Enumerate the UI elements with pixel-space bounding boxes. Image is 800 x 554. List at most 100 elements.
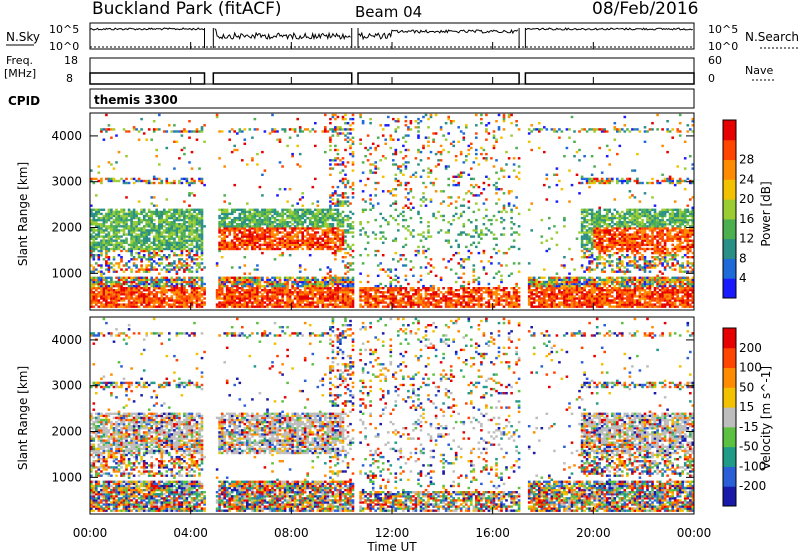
heatmap-cell (97, 301, 101, 304)
heatmap-cell (369, 295, 372, 298)
heatmap-cell (467, 148, 471, 152)
heatmap-cell (165, 282, 169, 286)
heatmap-cell (168, 289, 171, 292)
heatmap-cell (180, 218, 184, 222)
heatmap-cell (329, 214, 332, 218)
heatmap-cell (165, 146, 169, 150)
heatmap-cell (125, 181, 128, 185)
heatmap-cell (475, 194, 478, 197)
heatmap-cell (505, 163, 508, 166)
heatmap-cell (170, 225, 174, 228)
heatmap-cell (341, 241, 345, 244)
heatmap-cell (168, 270, 171, 273)
heatmap-cell (168, 297, 171, 300)
heatmap-cell (502, 218, 506, 222)
heatmap-cell (230, 208, 234, 211)
heatmap-cell (198, 293, 201, 296)
heatmap-cell (107, 276, 111, 279)
heatmap-cell (298, 278, 302, 282)
heatmap-cell (301, 231, 304, 234)
heatmap-cell (175, 291, 179, 294)
heatmap-cell (457, 245, 460, 249)
heatmap-cell (336, 278, 340, 282)
heatmap-cell (361, 190, 365, 193)
heatmap-cell (261, 210, 264, 214)
heatmap-cell (495, 159, 498, 162)
heatmap-cell (527, 208, 531, 211)
heatmap-cell (381, 254, 385, 257)
heatmap-cell (387, 115, 390, 119)
heatmap-cell (95, 218, 98, 222)
heatmap-cell (341, 161, 345, 164)
heatmap-cell (223, 208, 226, 211)
heatmap-cell (105, 297, 108, 300)
heatmap-cell (165, 227, 169, 230)
heatmap-cell (550, 295, 554, 298)
heatmap-cell (137, 179, 141, 183)
heatmap-cell (331, 305, 335, 308)
heatmap-cell (364, 183, 367, 187)
heatmap-cell (120, 249, 123, 253)
heatmap-cell (346, 204, 350, 207)
heatmap-cell (283, 282, 287, 286)
heatmap-cell (296, 280, 299, 284)
heatmap-cell (225, 301, 229, 304)
heatmap-cell (135, 179, 138, 183)
heatmap-cell (364, 287, 367, 290)
heatmap-cell (218, 280, 221, 284)
heatmap-cell (152, 284, 156, 288)
heatmap-cell (291, 204, 294, 207)
heatmap-cell (220, 223, 224, 226)
heatmap-cell (188, 229, 191, 232)
heatmap-cell (95, 254, 98, 257)
heatmap-cell (351, 297, 355, 300)
heatmap-cell (447, 117, 450, 121)
heatmap-cell (532, 128, 536, 131)
heatmap-cell (215, 113, 219, 117)
heatmap-cell (500, 210, 503, 214)
heatmap-cell (366, 293, 370, 296)
heatmap-cell (261, 235, 264, 238)
heatmap-cell (120, 218, 123, 222)
heatmap-cell (195, 247, 199, 251)
heatmap-cell (258, 223, 262, 226)
heatmap-cell (238, 282, 242, 286)
heatmap-cell (142, 254, 146, 257)
heatmap-cell (286, 293, 289, 296)
heatmap-cell (198, 208, 201, 211)
heatmap-cell (530, 276, 533, 279)
heatmap-cell (100, 278, 103, 282)
heatmap-cell (190, 247, 194, 251)
heatmap-cell (281, 221, 284, 224)
heatmap-cell (246, 241, 249, 244)
heatmap-cell (427, 221, 430, 224)
heatmap-cell (314, 305, 317, 308)
heatmap-cell (543, 297, 546, 300)
heatmap-cell (288, 136, 292, 139)
heatmap-cell (505, 210, 508, 214)
heatmap-cell (230, 301, 234, 304)
heatmap-cell (102, 291, 106, 294)
heatmap-cell (238, 295, 242, 298)
heatmap-cell (140, 278, 143, 282)
heatmap-cell (246, 216, 249, 220)
heatmap-cell (412, 206, 415, 209)
heatmap-cell (238, 223, 242, 226)
heatmap-cell (163, 229, 166, 232)
heatmap-cell (170, 181, 174, 185)
heatmap-cell (135, 233, 138, 236)
heatmap-cell (105, 216, 108, 220)
heatmap-cell (502, 295, 506, 298)
heatmap-cell (409, 120, 413, 123)
heatmap-cell (137, 177, 141, 181)
heatmap-cell (296, 134, 299, 137)
heatmap-cell (502, 293, 506, 296)
heatmap-cell (303, 227, 307, 230)
heatmap-cell (185, 264, 189, 267)
heatmap-cell (198, 278, 201, 282)
heatmap-cell (548, 280, 551, 284)
heatmap-cell (215, 297, 219, 300)
heatmap-cell (321, 287, 325, 290)
heatmap-cell (178, 297, 181, 300)
heatmap-cell (384, 157, 387, 160)
